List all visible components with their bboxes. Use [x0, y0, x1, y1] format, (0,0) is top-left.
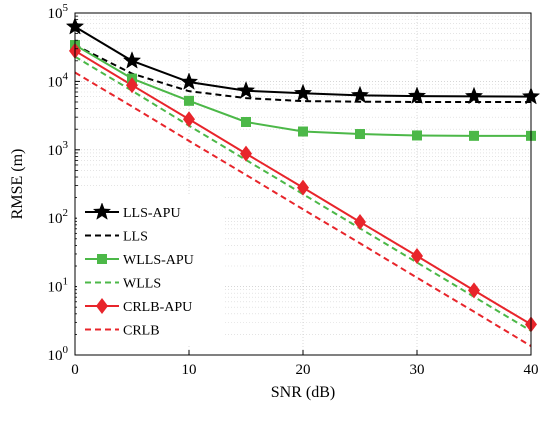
- x-tick-label: 20: [296, 362, 311, 378]
- grid: [74, 12, 532, 356]
- legend-label-crlb: CRLB: [123, 324, 160, 339]
- axis-ticks: 0 10 20 30 40 100 101 102 103 104 105: [48, 2, 539, 378]
- data-point-lls-apu: [179, 72, 199, 90]
- y-tick-label: 104: [48, 70, 69, 90]
- data-point-crlb-apu: [468, 282, 480, 299]
- data-point-wlls-apu: [469, 130, 479, 141]
- data-point-crlb-apu: [297, 179, 309, 196]
- legend-marker-lls-apu: [92, 202, 112, 220]
- data-point-lls-apu: [464, 86, 484, 105]
- x-tick-label: 0: [71, 362, 79, 378]
- legend-label-wlls-apu: WLLS-APU: [123, 253, 194, 268]
- data-point-crlb-apu: [126, 77, 138, 94]
- legend-label-wlls: WLLS: [123, 277, 161, 292]
- x-tick-label: 30: [410, 362, 425, 378]
- y-tick-label: 100: [48, 344, 69, 364]
- y-tick-label: 102: [48, 207, 69, 227]
- series-line-crlb: [74, 71, 532, 347]
- data-point-lls-apu: [350, 85, 370, 104]
- legend-label-lls-apu: LLS-APU: [123, 206, 181, 221]
- y-axis-label: RMSE (m): [9, 149, 26, 220]
- data-point-crlb-apu: [183, 111, 195, 128]
- y-tick-label: 105: [48, 2, 69, 22]
- data-point-crlb-apu: [240, 145, 252, 162]
- data-point-lls-apu: [122, 51, 142, 69]
- legend: LLS-APU LLS WLLS-APU WLLS CRLB-APU CRLB: [77, 196, 225, 345]
- x-axis-label: SNR (dB): [271, 384, 335, 401]
- legend-label-lls: LLS: [123, 230, 148, 245]
- x-tick-label: 10: [182, 362, 197, 378]
- legend-label-crlb-apu: CRLB-APU: [123, 300, 192, 315]
- data-point-crlb-apu: [354, 213, 366, 230]
- legend-box: [77, 196, 225, 345]
- data-point-wlls-apu: [355, 129, 365, 140]
- data-point-wlls-apu: [298, 126, 308, 137]
- data-point-wlls-apu: [412, 130, 422, 141]
- y-tick-label: 103: [48, 139, 69, 159]
- y-tick-label: 101: [48, 276, 69, 296]
- data-point-crlb-apu: [411, 248, 423, 265]
- data-point-lls-apu: [407, 86, 427, 104]
- data-point-wlls-apu: [241, 116, 251, 127]
- legend-marker-wlls-apu: [97, 254, 107, 264]
- x-tick-label: 40: [524, 362, 539, 378]
- data-point-lls-apu: [236, 81, 256, 99]
- legend-marker-crlb-apu: [96, 298, 108, 314]
- series-line-wlls: [74, 55, 532, 332]
- data-point-lls-apu: [293, 83, 313, 102]
- data-point-wlls-apu: [184, 95, 194, 106]
- series-line-lls: [74, 44, 531, 103]
